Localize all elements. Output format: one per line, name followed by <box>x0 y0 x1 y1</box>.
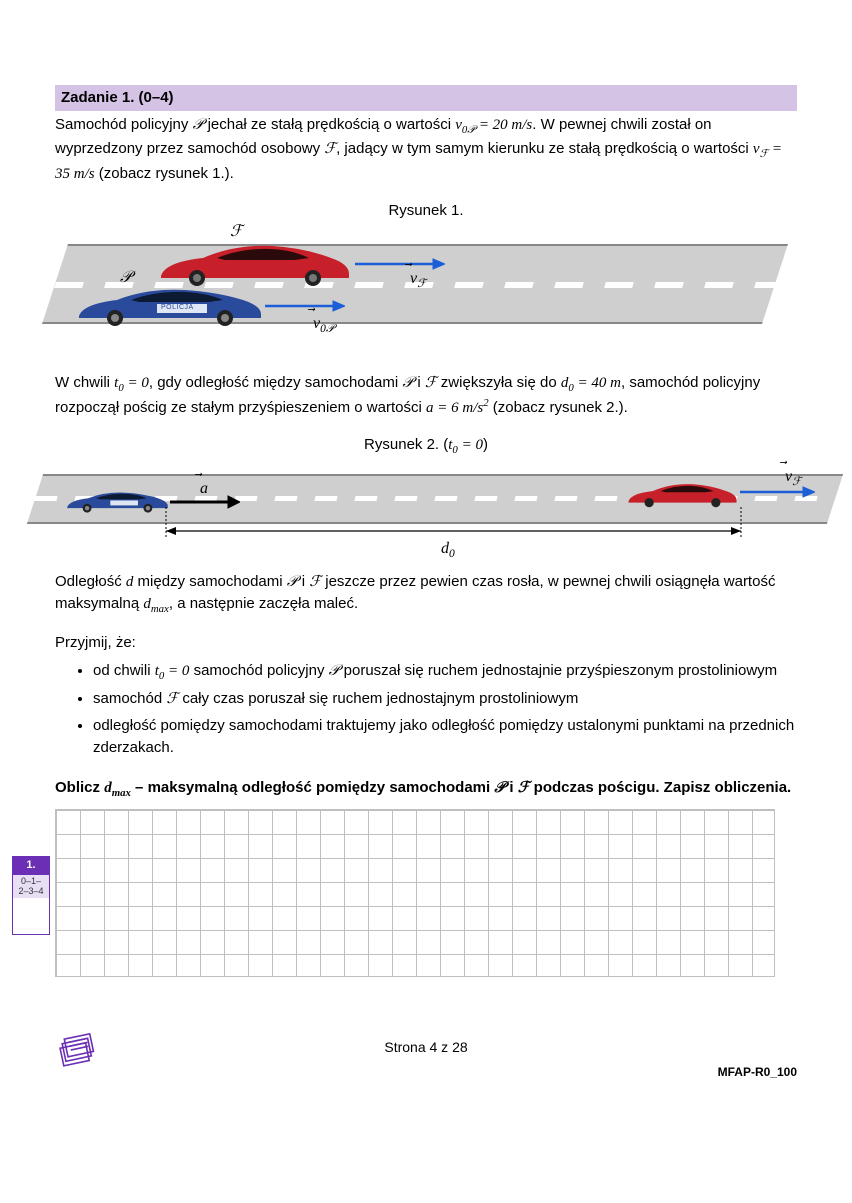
assume-list: od chwili t0 = 0 samochód policyjny 𝒫 po… <box>55 660 797 759</box>
text: , jadący w tym samym kierunku ze stałą p… <box>336 140 753 157</box>
arrow-vF-icon <box>740 485 815 499</box>
list-item: samochód ℱ cały czas poruszał się ruchem… <box>93 688 797 711</box>
booklet-icon <box>55 1031 97 1076</box>
eq-d0: d0 = 40 m <box>561 375 621 391</box>
symbol-F: ℱ <box>425 375 437 391</box>
blue-car-icon: POLICJA <box>75 284 265 326</box>
symbol-P: 𝒫 <box>287 574 298 590</box>
label-vF: v⃗ℱ <box>410 267 426 293</box>
para2: W chwili t0 = 0, gdy odległość między sa… <box>55 372 797 420</box>
var-dmax: dmax <box>143 596 169 612</box>
assume-intro: Przyjmij, że: <box>55 632 797 654</box>
row2: 2–3–4 <box>18 886 43 896</box>
symbol-P: 𝒫 <box>329 663 340 679</box>
symbol-F: ℱ <box>309 574 321 590</box>
text: jechał ze stałą prędkością o wartości <box>203 116 455 133</box>
task-header: Zadanie 1. (0–4) <box>55 85 797 111</box>
page-number: Strona 4 z 28 <box>384 1039 467 1055</box>
symbol-F: ℱ <box>518 780 530 796</box>
label-d0: d0 <box>441 537 455 563</box>
para3: Odległość d między samochodami 𝒫 i ℱ jes… <box>55 571 797 618</box>
text: , a następnie zaczęła maleć. <box>169 595 358 612</box>
answer-grid[interactable] <box>55 809 775 977</box>
row1: 0–1– <box>21 876 41 886</box>
margin-score-box: 1. 0–1– 2–3–4 <box>12 856 50 935</box>
page-footer: Strona 4 z 28 MFAP-R0_100 <box>55 1037 797 1077</box>
symbol-F: ℱ <box>166 691 178 707</box>
symbol-F: ℱ <box>324 141 336 157</box>
text: samochód <box>93 690 166 707</box>
eq-t0: t0 = 0 <box>114 375 149 391</box>
t0: t0 = 0 <box>155 663 190 679</box>
arrow-v0P-icon <box>265 299 345 313</box>
figure1-caption: Rysunek 1. <box>55 200 797 222</box>
figure2: a⃗ v⃗ℱ d0 <box>55 469 815 559</box>
eq-a: a = 6 m/s2 <box>426 400 489 416</box>
symbol-P: 𝒫 <box>402 375 413 391</box>
text: Rysunek 2. ( <box>364 436 448 453</box>
text: między samochodami <box>133 573 286 590</box>
text: od chwili <box>93 662 155 679</box>
label-a: a⃗ <box>200 477 208 500</box>
text: zwiększyła się do <box>437 374 561 391</box>
symbol-P: 𝒫 <box>193 117 204 133</box>
task-number: 1. <box>13 857 49 875</box>
text: (zobacz rysunek 1.). <box>95 165 234 182</box>
t0: t0 = 0 <box>448 437 483 453</box>
text: W chwili <box>55 374 114 391</box>
text: samochód policyjny <box>189 662 328 679</box>
label-v0P: v⃗0𝒫 <box>313 312 334 338</box>
figure2-caption: Rysunek 2. (t0 = 0) <box>55 434 797 459</box>
list-item: od chwili t0 = 0 samochód policyjny 𝒫 po… <box>93 660 797 685</box>
text: cały czas poruszał się ruchem jednostajn… <box>178 690 578 707</box>
symbol-P: 𝒫 <box>494 780 505 796</box>
score-blank[interactable] <box>13 898 49 934</box>
text: – maksymalną odległość pomiędzy samochod… <box>131 779 494 796</box>
text: podczas pościgu. Zapisz obliczenia. <box>530 779 792 796</box>
text: (zobacz rysunek 2.). <box>489 399 628 416</box>
text: Odległość <box>55 573 126 590</box>
text: Oblicz <box>55 779 104 796</box>
text: poruszał się ruchem jednostajnie przyśpi… <box>339 662 777 679</box>
text: , gdy odległość między samochodami <box>149 374 402 391</box>
dmax: dmax <box>104 780 131 796</box>
red-car-icon <box>625 479 740 509</box>
score-options: 0–1– 2–3–4 <box>13 875 49 898</box>
task-prompt: Oblicz dmax – maksymalną odległość pomię… <box>55 777 797 802</box>
label-vF: v⃗ℱ <box>785 465 801 491</box>
text: Samochód policyjny <box>55 116 193 133</box>
eq-v0P: v0𝒫 = 20 m/s <box>455 117 532 133</box>
intro-paragraph: Samochód policyjny 𝒫 jechał ze stałą prę… <box>55 114 797 186</box>
text: ) <box>483 436 488 453</box>
doc-code: MFAP-R0_100 <box>718 1064 797 1081</box>
red-car-icon <box>155 240 355 286</box>
arrow-vF-icon <box>355 257 445 271</box>
list-item: odległość pomiędzy samochodami traktujem… <box>93 715 797 759</box>
figure1: ℱ 𝒫 POLICJA v⃗ℱ v⃗0𝒫 <box>55 232 797 342</box>
blue-car-icon <box>65 487 170 515</box>
policja-text: POLICJA <box>161 303 194 313</box>
